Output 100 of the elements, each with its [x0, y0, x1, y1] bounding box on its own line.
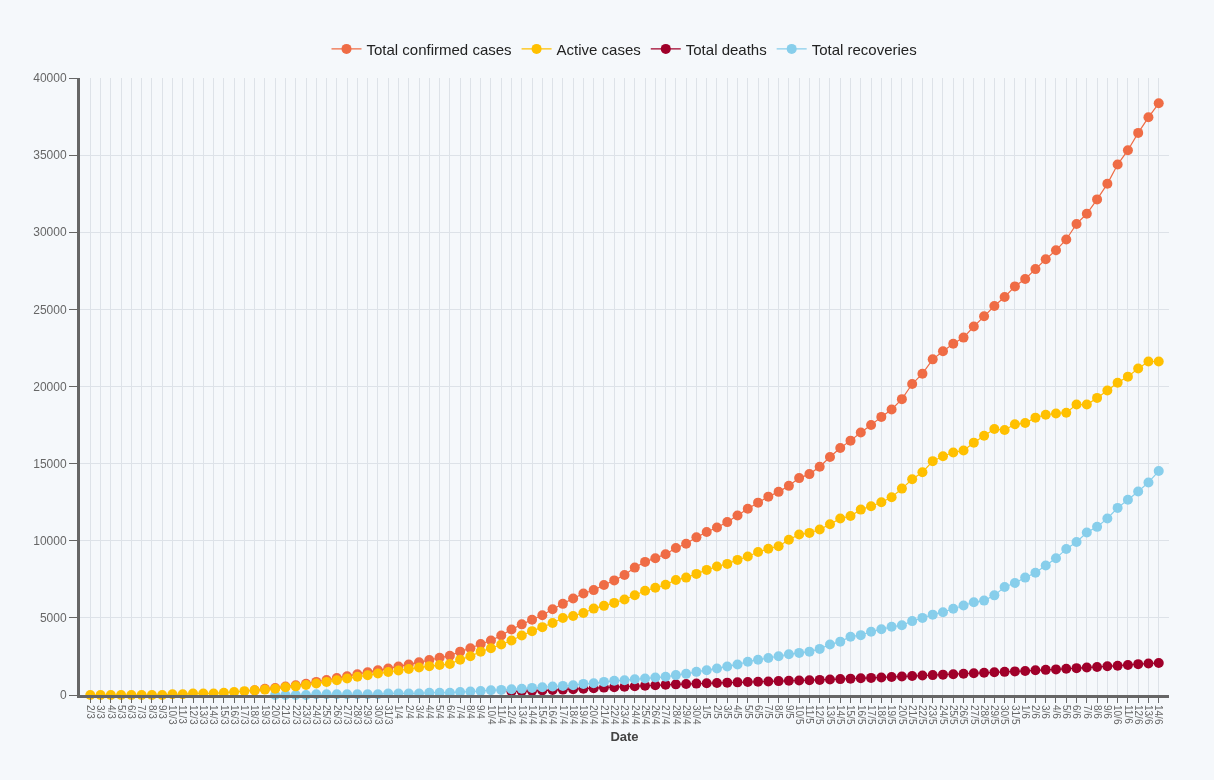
x-tick-label: 31/3	[382, 705, 394, 725]
y-tick-label: 30000	[33, 225, 67, 240]
x-tick-label: 13/4	[516, 705, 528, 725]
x-tick-label: 11/6	[1122, 705, 1134, 725]
x-tick-label: 21/3	[280, 705, 292, 725]
x-tick-label: 1/5	[701, 705, 713, 720]
x-tick-label: 20/3	[269, 705, 281, 725]
x-tick-label: 4/4	[424, 705, 436, 720]
x-tick-label: 24/3	[311, 705, 323, 725]
x-axis-title: Date	[610, 728, 639, 744]
x-tick-label: 4/3	[105, 705, 117, 720]
x-tick-label: 5/4	[434, 705, 446, 720]
x-tick-label: 15/3	[218, 705, 230, 725]
x-tick-label: 7/4	[454, 705, 466, 720]
x-tick-label: 10/5	[793, 705, 805, 725]
x-tick-label: 22/4	[608, 705, 620, 725]
x-tick-label: 26/3	[331, 705, 343, 725]
x-tick-label: 10/3	[167, 705, 179, 725]
x-tick-label: 2/6	[1030, 705, 1042, 720]
x-tick-label: 9/6	[1102, 705, 1114, 720]
x-tick-label: 19/5	[886, 705, 898, 725]
x-tick-label: 9/3	[156, 705, 168, 720]
x-tick-label: 8/6	[1091, 705, 1103, 720]
x-tick-label: 5/6	[1061, 705, 1073, 720]
x-tick-label: 17/5	[865, 705, 877, 725]
x-tick-label: 24/4	[629, 705, 641, 725]
legend-label: Total deaths	[685, 40, 767, 58]
legend-label: Total confirmed cases	[366, 40, 512, 58]
x-tick-label: 14/5	[835, 705, 846, 725]
x-tick-label: 10/4	[485, 705, 497, 725]
x-tick-label: 9/5	[783, 705, 795, 720]
x-tick-label: 21/5	[906, 705, 918, 725]
x-tick-label: 2/3	[85, 705, 97, 720]
x-tick-label: 19/4	[578, 705, 590, 725]
x-tick-label: 17/3	[239, 705, 251, 725]
x-tick-label: 21/4	[598, 705, 610, 725]
y-tick-label: 35000	[33, 148, 67, 163]
y-tick-label: 10000	[33, 533, 67, 548]
y-tick-label: 15000	[33, 456, 67, 471]
x-tick-label: 14/6	[1153, 705, 1165, 725]
x-tick-label: 24/5	[937, 705, 949, 725]
x-tick-label: 22/5	[917, 705, 929, 725]
x-tick-label: 7/3	[136, 705, 148, 720]
x-tick-label: 31/5	[1009, 705, 1021, 725]
x-tick-label: 30/3	[372, 705, 384, 725]
x-tick-label: 23/4	[619, 705, 631, 725]
x-tick-label: 22/3	[290, 705, 302, 725]
x-tick-label: 25/3	[321, 705, 333, 725]
x-tick-label: 16/5	[855, 705, 867, 725]
x-tick-label: 25/4	[639, 705, 651, 725]
legend-label: Total recoveries	[811, 40, 917, 58]
x-tick-label: 14/3	[208, 705, 220, 725]
x-tick-label: 15/4	[537, 705, 549, 725]
x-tick-label: 20/5	[896, 705, 908, 725]
x-tick-label: 18/5	[876, 705, 888, 725]
x-tick-label: 28/3	[352, 705, 364, 725]
x-tick-label: 3/4	[413, 705, 425, 720]
x-tick-label: 28/5	[978, 705, 990, 725]
x-tick-label: 6/3	[126, 705, 138, 720]
x-tick-label: 28/4	[670, 705, 682, 725]
legend-label: Active cases	[556, 40, 641, 58]
x-tick-label: 6/4	[444, 705, 456, 720]
x-tick-label: 27/4	[660, 705, 672, 725]
x-tick-label: 7/6	[1081, 705, 1093, 720]
x-tick-label: 8/4	[465, 705, 477, 720]
x-tick-label: 12/6	[1132, 705, 1144, 725]
x-tick-label: 29/5	[989, 705, 1001, 725]
x-tick-label: 5/3	[115, 705, 127, 720]
x-tick-label: 8/3	[146, 705, 158, 720]
x-tick-label: 26/4	[650, 705, 662, 725]
x-tick-label: 8/5	[773, 705, 785, 720]
x-tick-label: 27/3	[341, 705, 353, 725]
x-tick-label: 4/5	[732, 705, 744, 720]
x-tick-label: 6/5	[752, 705, 764, 720]
y-tick-label: 20000	[33, 379, 67, 394]
x-tick-label: 14/4	[526, 705, 538, 725]
x-tick-label: 7/5	[763, 705, 775, 720]
x-tick-label: 12/3	[187, 705, 199, 725]
x-tick-label: 1/6	[1019, 705, 1031, 720]
x-tick-label: 9/4	[475, 705, 487, 720]
x-tick-label: 3/3	[95, 705, 107, 720]
x-tick-label: 4/6	[1050, 705, 1062, 720]
x-tick-label: 30/5	[999, 705, 1011, 725]
x-tick-label: 20/4	[588, 705, 600, 725]
x-tick-label: 17/4	[557, 705, 569, 725]
y-tick-label: 5000	[39, 611, 67, 626]
x-tick-label: 2/5	[711, 705, 723, 720]
x-tick-label: 12/5	[814, 705, 826, 725]
x-tick-label: 3/6	[1040, 705, 1052, 720]
x-tick-label: 26/5	[958, 705, 970, 725]
x-tick-label: 16/3	[228, 705, 240, 725]
x-tick-label: 12/4	[506, 705, 518, 725]
x-tick-label: 23/5	[927, 705, 939, 725]
y-tick-label: 0	[59, 688, 67, 703]
x-tick-label: 23/3	[300, 705, 312, 725]
x-tick-label: 3/5	[721, 705, 733, 720]
x-tick-label: 5/5	[742, 705, 754, 720]
x-tick-label: 1/4	[393, 705, 405, 720]
x-tick-label: 29/4	[680, 705, 692, 725]
x-tick-label: 13/5	[824, 705, 836, 725]
